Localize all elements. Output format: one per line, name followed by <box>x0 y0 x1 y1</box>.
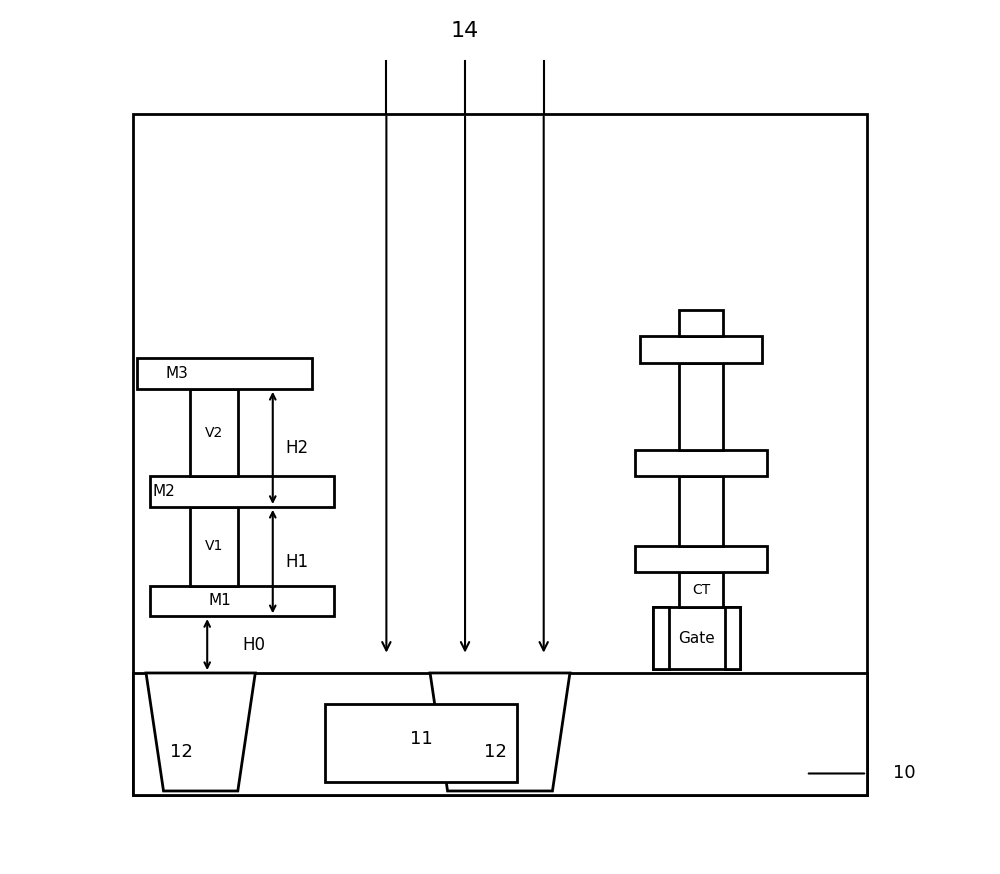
Text: 12: 12 <box>170 743 192 760</box>
Bar <box>150 586 334 616</box>
Bar <box>640 336 762 363</box>
Bar <box>190 389 238 476</box>
Text: V2: V2 <box>205 426 223 440</box>
Text: H2: H2 <box>286 439 309 457</box>
Bar <box>150 476 334 507</box>
Bar <box>190 507 238 586</box>
Text: 10: 10 <box>893 765 916 782</box>
Text: 12: 12 <box>484 743 507 760</box>
Polygon shape <box>146 673 255 791</box>
Bar <box>653 607 669 669</box>
Text: H1: H1 <box>286 552 309 571</box>
Bar <box>133 673 867 795</box>
Polygon shape <box>430 673 570 791</box>
Bar <box>679 476 723 546</box>
Text: CT: CT <box>692 583 710 597</box>
Text: 11: 11 <box>410 730 433 747</box>
Text: M3: M3 <box>165 366 188 381</box>
Text: V1: V1 <box>205 539 223 553</box>
Text: 14: 14 <box>451 21 479 40</box>
Bar <box>635 546 767 572</box>
Bar <box>325 704 517 782</box>
Bar <box>635 450 767 476</box>
Text: H0: H0 <box>242 635 265 654</box>
Bar <box>679 572 723 607</box>
Text: M1: M1 <box>209 593 232 608</box>
Bar <box>653 607 740 669</box>
Text: Gate: Gate <box>678 630 715 646</box>
Bar <box>133 114 867 795</box>
Text: M2: M2 <box>152 484 175 499</box>
Bar <box>725 607 740 669</box>
Bar <box>679 310 723 336</box>
Bar <box>679 363 723 450</box>
Bar <box>137 358 312 389</box>
